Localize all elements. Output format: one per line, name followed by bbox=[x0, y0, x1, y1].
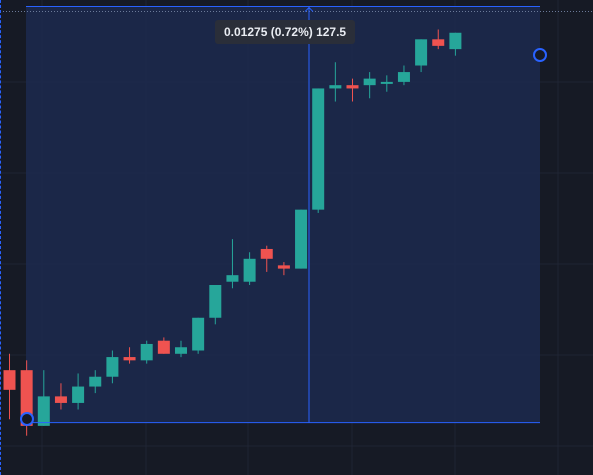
candle-up[interactable] bbox=[37, 396, 50, 426]
candle-down[interactable] bbox=[157, 340, 170, 354]
candle-up[interactable] bbox=[449, 32, 462, 50]
candle-up[interactable] bbox=[363, 78, 376, 86]
candle-down[interactable] bbox=[432, 39, 445, 46]
candle-up[interactable] bbox=[226, 275, 239, 282]
candle-up[interactable] bbox=[312, 88, 325, 210]
candle-down[interactable] bbox=[260, 248, 273, 259]
candle-up[interactable] bbox=[209, 285, 222, 318]
measure-end-handle[interactable] bbox=[533, 48, 547, 62]
candle-up[interactable] bbox=[140, 343, 153, 361]
candle-up[interactable] bbox=[329, 85, 342, 89]
measure-readout: 0.01275 (0.72%) 127.5 bbox=[215, 20, 356, 44]
candle-down[interactable] bbox=[123, 357, 136, 361]
candle-up[interactable] bbox=[89, 376, 102, 387]
candle-down[interactable] bbox=[3, 370, 16, 390]
price-scale-edge bbox=[0, 0, 2, 475]
candle-down[interactable] bbox=[346, 85, 359, 89]
measure-arrow-icon bbox=[304, 6, 314, 12]
candle-up[interactable] bbox=[175, 347, 187, 354]
candle-up[interactable] bbox=[72, 386, 85, 403]
candle-up[interactable] bbox=[243, 258, 256, 282]
measure-start-handle[interactable] bbox=[20, 412, 34, 426]
measure-area bbox=[26, 6, 540, 423]
candle-down[interactable] bbox=[54, 396, 67, 403]
candle-down[interactable] bbox=[277, 265, 290, 269]
candle-up[interactable] bbox=[415, 39, 428, 66]
candle-up[interactable] bbox=[380, 81, 393, 84]
candle-up[interactable] bbox=[106, 357, 119, 377]
candle-up[interactable] bbox=[397, 72, 410, 82]
candle-up[interactable] bbox=[192, 317, 205, 351]
candle-up[interactable] bbox=[295, 209, 308, 269]
candle-down[interactable] bbox=[20, 370, 33, 426]
